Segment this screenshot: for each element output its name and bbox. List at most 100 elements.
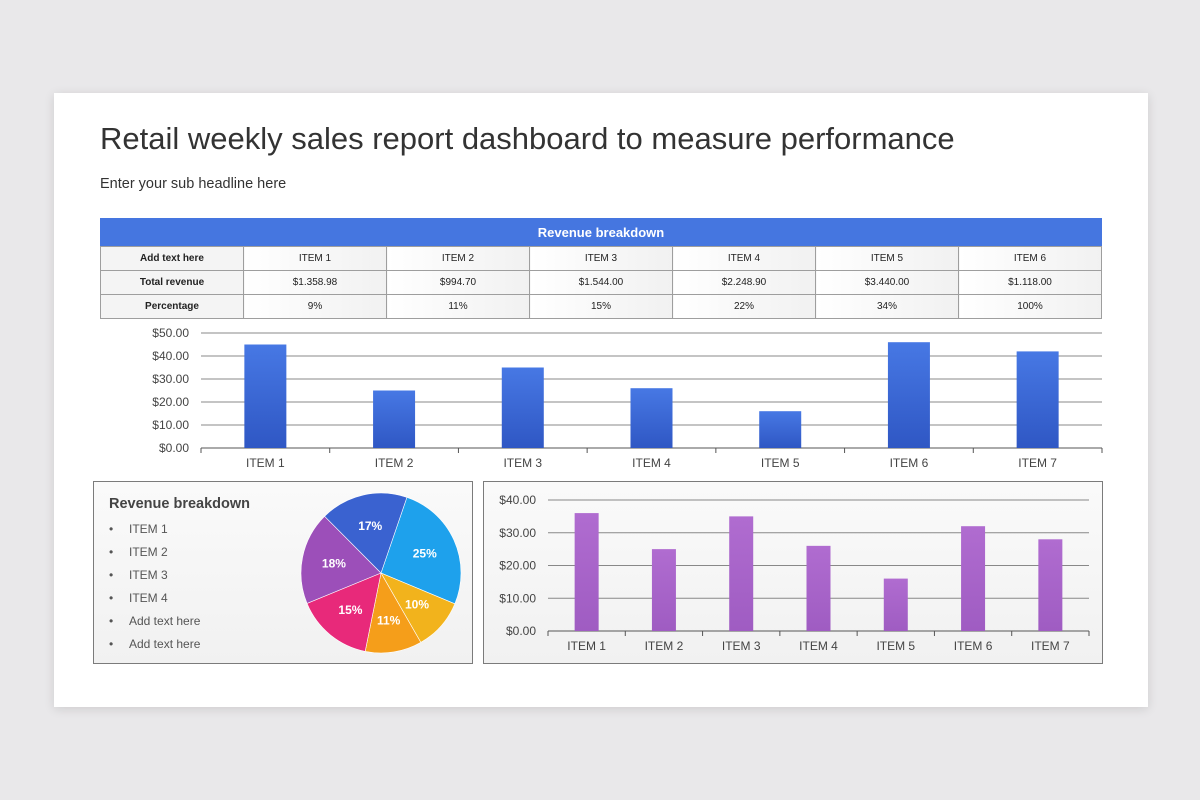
table-cell: $3.440.00 (815, 270, 959, 295)
x-tick-label: ITEM 1 (246, 456, 285, 470)
bullet-icon: • (109, 545, 114, 559)
y-tick-label: $30.00 (499, 526, 536, 540)
pie-slice-label: 11% (377, 613, 401, 627)
table-row: Percentage 9% 11% 15% 22% 34% 100% (100, 294, 1102, 319)
column-header: ITEM 4 (672, 246, 816, 271)
list-item: • ITEM 1 (109, 518, 200, 541)
table-cell: $1.358.98 (243, 270, 387, 295)
row-label: Total revenue (100, 270, 244, 295)
bar (574, 513, 599, 631)
bar (729, 516, 754, 631)
x-tick-label: ITEM 3 (503, 456, 542, 470)
bar (961, 526, 986, 631)
column-header: Add text here (100, 246, 244, 271)
bullet-icon: • (109, 568, 114, 582)
row-label: Percentage (100, 294, 244, 319)
x-tick-label: ITEM 3 (722, 639, 761, 653)
page-subtitle: Enter your sub headline here (100, 176, 287, 192)
bullet-icon: • (109, 591, 114, 605)
legend-item-label: ITEM 1 (129, 522, 168, 536)
y-tick-label: $20.00 (152, 395, 189, 409)
list-item: • Add text here (109, 610, 200, 633)
table-cell: $2.248.90 (672, 270, 816, 295)
y-tick-label: $0.00 (506, 624, 536, 638)
table-cell: $1.118.00 (958, 270, 1102, 295)
table-cell: 9% (243, 294, 387, 319)
x-tick-label: ITEM 7 (1018, 456, 1057, 470)
y-tick-label: $10.00 (152, 418, 189, 432)
pie-slice (324, 492, 408, 574)
slide: Retail weekly sales report dashboard to … (54, 93, 1148, 707)
pie-slice-label: 17% (358, 519, 382, 533)
pie-slice (306, 572, 382, 652)
column-header: ITEM 3 (529, 246, 673, 271)
revenue-table-header: Revenue breakdown (100, 218, 1102, 246)
x-tick-label: ITEM 6 (954, 639, 993, 653)
x-tick-label: ITEM 5 (761, 456, 800, 470)
revenue-table: Revenue breakdown Add text here ITEM 1 I… (100, 218, 1102, 319)
purple-chart-panel: $0.00 $10.00 $20.00 $30.00 $40.00 ITEM 1 ITEM … (483, 481, 1103, 664)
bar (244, 344, 287, 448)
revenue-table-grid: Add text here ITEM 1 ITEM 2 ITEM 3 ITEM … (100, 246, 1102, 319)
table-cell: 100% (958, 294, 1102, 319)
bar (651, 549, 676, 631)
bar (806, 545, 831, 631)
bar (373, 390, 416, 448)
y-tick-label: $40.00 (152, 349, 189, 363)
table-cell: 11% (386, 294, 530, 319)
y-tick-label: $40.00 (499, 493, 536, 507)
pie-slice (380, 496, 462, 605)
table-cell: 34% (815, 294, 959, 319)
legend-title: Revenue breakdown (109, 496, 251, 512)
purple-bar-chart: $0.00 $10.00 $20.00 $30.00 $40.00 ITEM 1 ITEM … (499, 493, 1090, 653)
pie-slice-label: 10% (405, 598, 429, 612)
bar (501, 367, 544, 448)
y-tick-label: $0.00 (159, 441, 189, 455)
table-cell: 15% (529, 294, 673, 319)
bar (887, 342, 930, 448)
bullet-icon: • (109, 614, 114, 628)
column-header: ITEM 6 (958, 246, 1102, 271)
revenue-breakdown-panel: Revenue breakdown • ITEM 1 • ITEM 2 • ITEM … (93, 481, 473, 664)
table-cell: 22% (672, 294, 816, 319)
table-cell: $994.70 (386, 270, 530, 295)
list-item: • ITEM 3 (109, 564, 200, 587)
x-tick-label: ITEM 5 (876, 639, 915, 653)
x-tick-label: ITEM 2 (645, 639, 684, 653)
x-tick-label: ITEM 1 (567, 639, 606, 653)
x-tick-label: ITEM 4 (632, 456, 671, 470)
y-tick-label: $30.00 (152, 372, 189, 386)
list-item: • ITEM 4 (109, 587, 200, 610)
x-tick-label: ITEM 6 (890, 456, 929, 470)
page-title: Retail weekly sales report dashboard to … (100, 121, 955, 156)
blue-bar-chart: $0.00 $10.00 $20.00 $30.00 $40.00 $50.00 ITEM … (152, 326, 1103, 470)
table-cell: $1.544.00 (529, 270, 673, 295)
y-tick-label: $10.00 (499, 591, 536, 605)
list-item: • ITEM 2 (109, 541, 200, 564)
bar (1016, 351, 1059, 448)
legend-item-label: Add text here (129, 614, 201, 628)
column-header: ITEM 2 (386, 246, 530, 271)
x-tick-label: ITEM 2 (375, 456, 414, 470)
pie-slice-label: 18% (322, 557, 346, 571)
column-header: ITEM 1 (243, 246, 387, 271)
y-tick-label: $20.00 (499, 559, 536, 573)
legend-item-label: ITEM 3 (129, 568, 168, 582)
bar (630, 388, 673, 448)
column-header: ITEM 5 (815, 246, 959, 271)
pie-slice (300, 515, 382, 604)
table-row: Add text here ITEM 1 ITEM 2 ITEM 3 ITEM … (100, 246, 1102, 271)
bar (759, 411, 802, 448)
legend-item-label: ITEM 2 (129, 545, 168, 559)
table-row: Total revenue $1.358.98 $994.70 $1.544.0… (100, 270, 1102, 295)
pie-slice-label: 25% (413, 546, 437, 560)
x-tick-label: ITEM 7 (1031, 639, 1070, 653)
legend-item-label: Add text here (129, 637, 201, 651)
bar (883, 578, 908, 631)
bar (1038, 539, 1063, 631)
bullet-icon: • (109, 637, 114, 651)
list-item: • Add text here (109, 633, 200, 656)
y-tick-label: $50.00 (152, 326, 189, 340)
x-tick-label: ITEM 4 (799, 639, 838, 653)
pie-slice-label: 15% (338, 603, 362, 617)
